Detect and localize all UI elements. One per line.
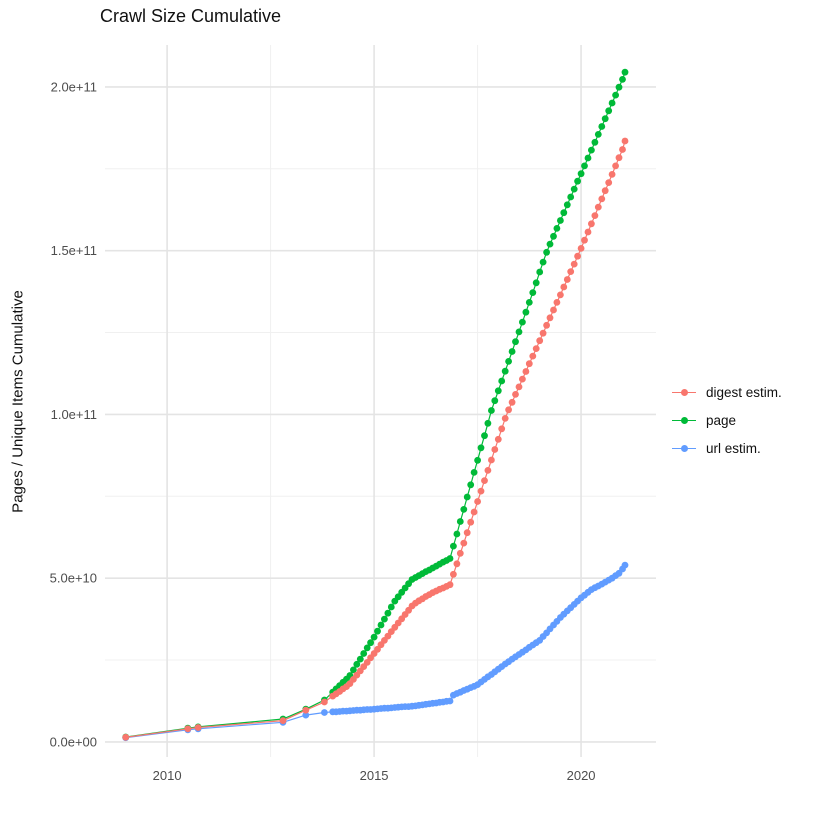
svg-text:2010: 2010 [153, 768, 182, 783]
legend-label: digest estim. [706, 384, 782, 400]
legend: digest estim. page url estim. [672, 378, 782, 462]
x-axis-tick-labels: 2010 2015 2020 [153, 768, 596, 783]
gridlines-minor [105, 45, 656, 757]
legend-item: page [672, 406, 782, 434]
svg-text:2.0e+11: 2.0e+11 [51, 79, 97, 94]
legend-key-icon [672, 441, 696, 455]
legend-label: page [706, 412, 737, 428]
chart-title: Crawl Size Cumulative [100, 6, 282, 26]
legend-item: url estim. [672, 434, 782, 462]
svg-text:0.0e+00: 0.0e+00 [50, 734, 97, 749]
legend-key-icon [672, 385, 696, 399]
svg-text:1.0e+11: 1.0e+11 [51, 407, 97, 422]
svg-text:1.5e+11: 1.5e+11 [51, 243, 97, 258]
svg-text:2015: 2015 [360, 768, 389, 783]
series-page [122, 68, 629, 741]
legend-item: digest estim. [672, 378, 782, 406]
y-axis-tick-labels: 0.0e+00 5.0e+10 1.0e+11 1.5e+11 2.0e+11 [50, 79, 97, 749]
legend-label: url estim. [706, 440, 761, 456]
legend-key-icon [672, 413, 696, 427]
svg-text:5.0e+10: 5.0e+10 [50, 571, 97, 586]
y-axis-title: Pages / Unique Items Cumulative [9, 290, 27, 513]
svg-text:2020: 2020 [567, 768, 596, 783]
series-digest-estim- [122, 137, 629, 741]
series-url-estim- [122, 561, 629, 742]
